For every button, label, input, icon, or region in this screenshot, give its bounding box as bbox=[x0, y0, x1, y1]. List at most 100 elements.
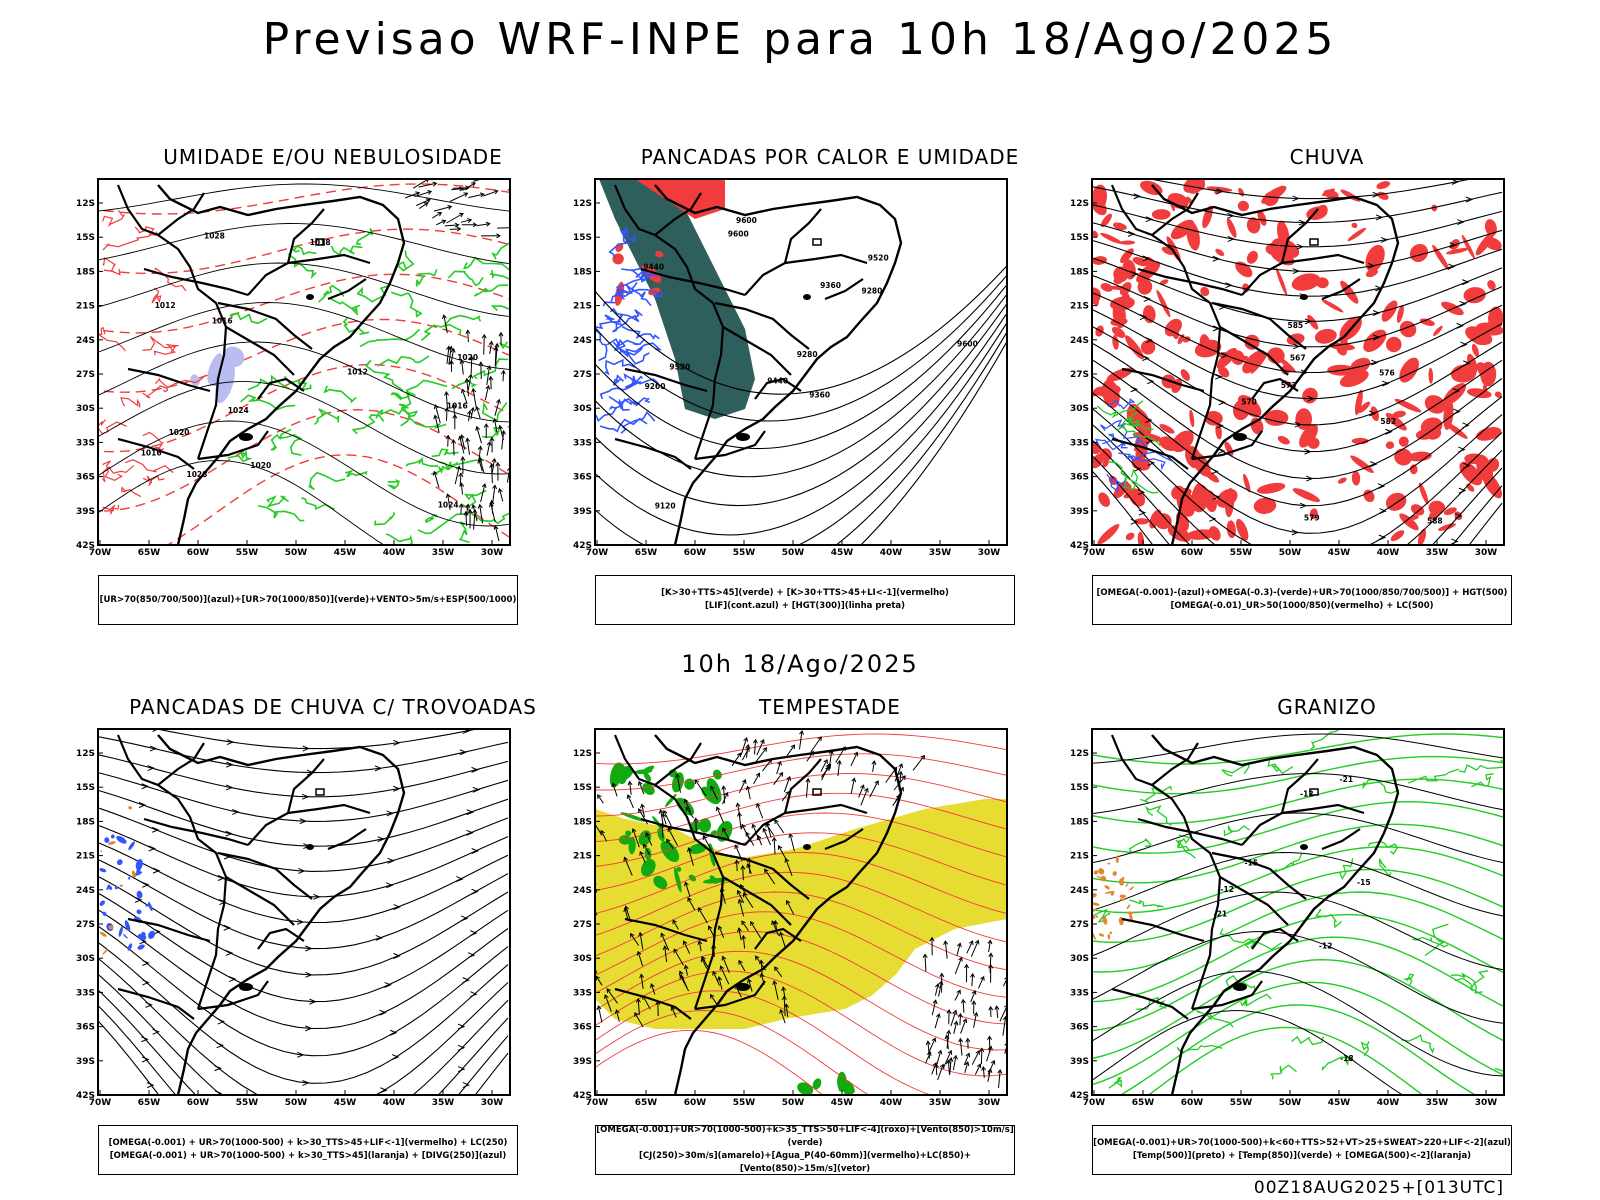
legend-box: [K>30+TTS>45](verde) + [K>30+TTS>45+LI<-… bbox=[595, 575, 1015, 625]
lat-tick-label: 27S bbox=[76, 370, 95, 380]
legend-line: [OMEGA(-0.001)+UR>70(1000-500)+k>35_TTS>… bbox=[596, 1125, 1014, 1148]
contour-label: -18 bbox=[1340, 1054, 1354, 1063]
panel-pancadas-calor: PANCADAS POR CALOR E UMIDADE 9600 9520 9600… bbox=[565, 145, 1065, 625]
lat-tick-label: 42S bbox=[573, 541, 592, 551]
contour-label: 9200 bbox=[645, 382, 666, 391]
panel-title: GRANIZO bbox=[1277, 695, 1377, 719]
contour-label: 1018 bbox=[310, 238, 331, 247]
contour-label: 1016 bbox=[212, 316, 233, 325]
contour-label: 9280 bbox=[862, 287, 883, 296]
contour-label: 9600 bbox=[957, 340, 978, 349]
lat-tick-label: 39S bbox=[76, 1057, 95, 1067]
lat-tick-label: 36S bbox=[573, 1023, 592, 1033]
lat-tick-label: 42S bbox=[573, 1091, 592, 1101]
contour-label: 585 bbox=[1288, 321, 1304, 330]
lat-tick-label: 15S bbox=[573, 783, 592, 793]
lon-tick-label: 65W bbox=[1132, 1098, 1155, 1108]
lon-tick-label: 45W bbox=[334, 1098, 357, 1108]
lon-tick-label: 55W bbox=[236, 1098, 259, 1108]
lat-tick-label: 33S bbox=[573, 438, 592, 448]
lat-tick-label: 12S bbox=[573, 749, 592, 759]
lat-tick-label: 33S bbox=[1070, 438, 1089, 448]
contour-label: -12 bbox=[1220, 885, 1234, 894]
panel-chuva: CHUVA 585 588 582 579 576 573 570 567 12S 15S 18S 21… bbox=[1062, 145, 1562, 625]
main-title: Previsao WRF-INPE para 10h 18/Ago/2025 bbox=[262, 14, 1338, 65]
lon-tick-label: 50W bbox=[782, 548, 805, 558]
lon-tick-label: 65W bbox=[138, 548, 161, 558]
legend-line: [OMEGA(-0.001) + UR>70(1000-500) + k>30_… bbox=[109, 1151, 507, 1161]
lat-tick-label: 18S bbox=[76, 267, 95, 277]
lon-tick-label: 65W bbox=[635, 1098, 658, 1108]
lat-tick-label: 15S bbox=[1070, 233, 1089, 243]
lat-tick-label: 30S bbox=[76, 404, 95, 414]
legend-line: [OMEGA(-0.01)_UR>50(1000/850)(vermelho) … bbox=[1170, 601, 1434, 611]
lon-tick-label: 35W bbox=[1426, 1098, 1449, 1108]
lon-tick-label: 50W bbox=[1279, 548, 1302, 558]
lon-tick-label: 55W bbox=[1230, 548, 1253, 558]
legend-box: [OMEGA(-0.001)+UR>70(1000-500)+k<60+TTS>… bbox=[1092, 1125, 1512, 1175]
contour-label: 9280 bbox=[797, 350, 818, 359]
legend-line: [OMEGA(-0.001)+UR>70(1000-500)+k<60+TTS>… bbox=[1093, 1138, 1511, 1148]
lat-tick-label: 36S bbox=[1070, 1023, 1089, 1033]
contour-label: 1024 bbox=[228, 406, 249, 415]
legend-box: [OMEGA(-0.001)+UR>70(1000-500)+k>35_TTS>… bbox=[595, 1125, 1015, 1175]
lon-tick-label: 30W bbox=[1475, 548, 1498, 558]
lat-tick-label: 18S bbox=[573, 267, 592, 277]
lon-tick-label: 35W bbox=[929, 1098, 952, 1108]
lon-tick-label: 55W bbox=[733, 1098, 756, 1108]
contour-label: -12 bbox=[1319, 941, 1333, 950]
lat-tick-label: 33S bbox=[76, 988, 95, 998]
lat-tick-label: 18S bbox=[573, 817, 592, 827]
lon-tick-label: 50W bbox=[285, 1098, 308, 1108]
lon-tick-label: 70W bbox=[586, 548, 609, 558]
contour-label: 570 bbox=[1241, 398, 1257, 407]
contour-label: 576 bbox=[1379, 368, 1395, 377]
legend-line: [CJ(250)>30m/s](amarelo)+[Agua_P(40-60mm… bbox=[638, 1151, 972, 1174]
lat-tick-label: 36S bbox=[573, 473, 592, 483]
lon-tick-label: 35W bbox=[432, 548, 455, 558]
lat-tick-label: 33S bbox=[573, 988, 592, 998]
mid-title: 10h 18/Ago/2025 bbox=[681, 650, 919, 678]
lat-tick-label: 24S bbox=[76, 336, 95, 346]
lon-tick-label: 40W bbox=[880, 548, 903, 558]
contour-label: 1020 bbox=[169, 428, 190, 437]
lon-tick-label: 45W bbox=[1328, 1098, 1351, 1108]
lat-tick-label: 24S bbox=[76, 886, 95, 896]
lon-tick-label: 45W bbox=[334, 548, 357, 558]
lat-tick-label: 39S bbox=[1070, 507, 1089, 517]
forecast-map: -12-12-15-12-21-18-21-1512S15S18S21S24S2… bbox=[1070, 728, 1505, 1108]
lon-tick-label: 70W bbox=[1083, 548, 1106, 558]
contour-label: 588 bbox=[1427, 517, 1443, 526]
panel-granizo: GRANIZO -12 -12 -15 -12 -21 -18 -21 -15 12S 15S 18S… bbox=[1062, 695, 1562, 1175]
lat-tick-label: 24S bbox=[1070, 336, 1089, 346]
lat-tick-label: 42S bbox=[76, 1091, 95, 1101]
panel-title: PANCADAS POR CALOR E UMIDADE bbox=[640, 145, 1020, 169]
lat-tick-label: 12S bbox=[1070, 749, 1089, 759]
lat-tick-label: 33S bbox=[1070, 988, 1089, 998]
lat-tick-label: 27S bbox=[573, 370, 592, 380]
contour-label: -21 bbox=[1340, 775, 1354, 784]
lat-tick-label: 30S bbox=[1070, 404, 1089, 414]
forecast-map: 9600952096009440936095209440928092009360… bbox=[573, 178, 1008, 558]
legend-box: [OMEGA(-0.001) + UR>70(1000-500) + k>30_… bbox=[98, 1125, 518, 1175]
panel-title: UMIDADE E/OU NEBULOSIDADE bbox=[163, 145, 503, 169]
contour-label: 1012 bbox=[347, 368, 368, 377]
lat-tick-label: 33S bbox=[76, 438, 95, 448]
contour-label: 9520 bbox=[868, 253, 889, 262]
contour-label: 1028 bbox=[187, 470, 208, 479]
lat-tick-label: 21S bbox=[1070, 852, 1089, 862]
lat-tick-label: 21S bbox=[573, 302, 592, 312]
panel-umidade: UMIDADE E/OU NEBULOSIDADE 1016 1020 1012 102… bbox=[68, 145, 568, 625]
lat-tick-label: 27S bbox=[573, 920, 592, 930]
lat-tick-label: 12S bbox=[76, 199, 95, 209]
lat-tick-label: 24S bbox=[573, 886, 592, 896]
lon-tick-label: 70W bbox=[1083, 1098, 1106, 1108]
contour-label: 9360 bbox=[809, 390, 830, 399]
contour-label: -21 bbox=[1214, 910, 1228, 919]
lat-tick-label: 30S bbox=[1070, 954, 1089, 964]
lon-tick-label: 40W bbox=[383, 1098, 406, 1108]
panel-title: PANCADAS DE CHUVA C/ TROVOADAS bbox=[129, 695, 537, 719]
lon-tick-label: 70W bbox=[586, 1098, 609, 1108]
